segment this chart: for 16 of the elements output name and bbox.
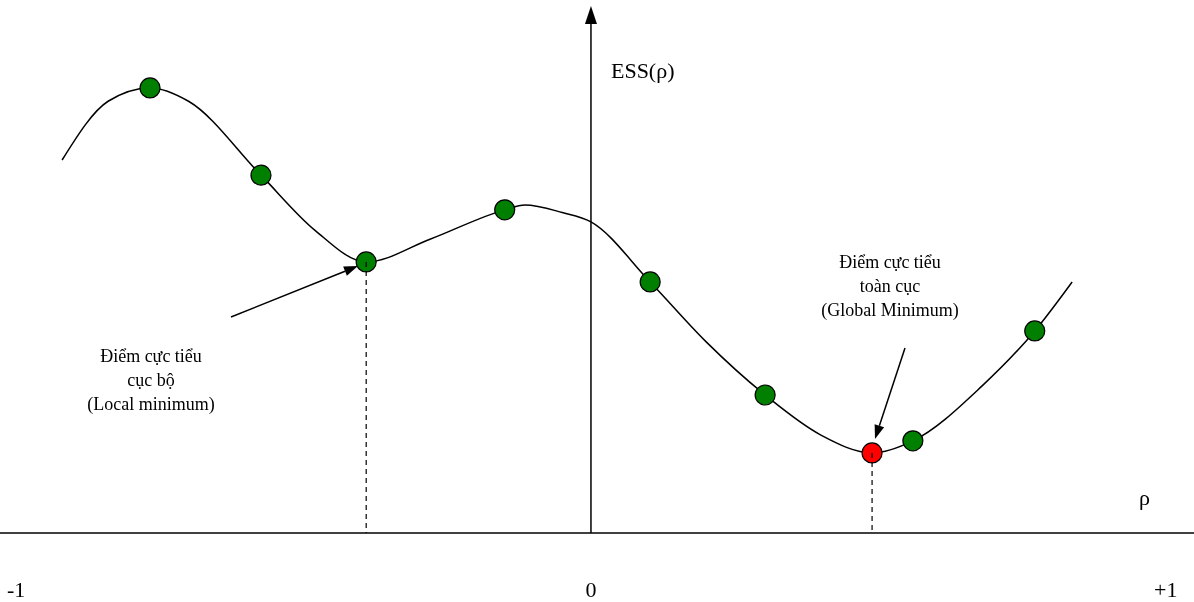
y-axis-title: ESS(ρ) xyxy=(610,58,675,83)
point xyxy=(754,384,776,406)
annotation: Điểm cực tiểu cục bộ (Local minimum) xyxy=(87,346,215,415)
x-tick-label: 0 xyxy=(585,576,597,602)
x-axis-title: ρ xyxy=(1139,485,1150,510)
point xyxy=(250,164,272,186)
point xyxy=(639,271,661,293)
x-tick-label: -1 xyxy=(6,576,26,602)
point xyxy=(355,251,377,273)
point xyxy=(902,430,924,452)
point xyxy=(494,199,516,221)
point xyxy=(1024,320,1046,342)
point xyxy=(861,442,883,464)
point xyxy=(139,77,161,99)
annotation: Điểm cực tiểu toàn cục (Global Minimum) xyxy=(821,252,959,321)
x-tick-label: +1 xyxy=(1154,576,1178,602)
